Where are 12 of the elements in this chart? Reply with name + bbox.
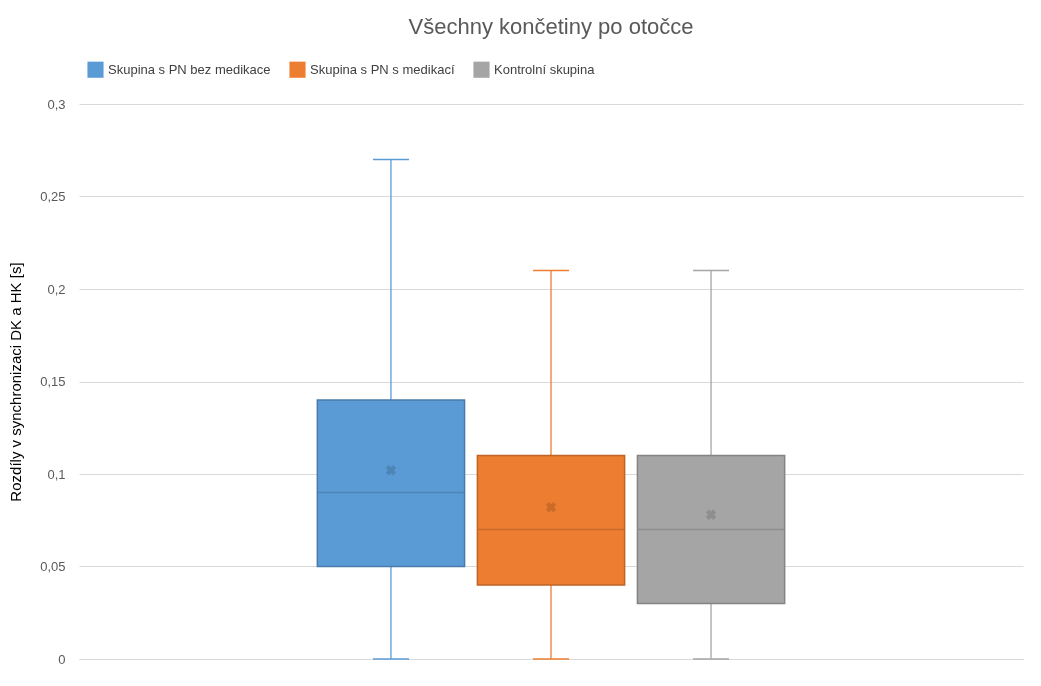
y-tick-label: 0,1: [47, 466, 66, 482]
legend-label: Skupina s PN s medikací: [310, 61, 455, 77]
chart-title: Všechny končetiny po otočce: [408, 14, 694, 39]
legend-label: Skupina s PN bez medikace: [108, 61, 271, 77]
y-tick-label: 0,2: [47, 281, 66, 297]
y-tick-label: 0,25: [40, 189, 66, 204]
y-tick-label: 0: [58, 651, 66, 667]
y-tick-label: 0,15: [40, 374, 66, 389]
y-tick-label: 0,3: [47, 96, 66, 112]
legend-label: Kontrolní skupina: [494, 61, 596, 77]
y-axis-title: Rozdíly v synchronizaci DK a HK [s]: [7, 262, 25, 502]
y-tick-label: 0,05: [40, 559, 66, 574]
